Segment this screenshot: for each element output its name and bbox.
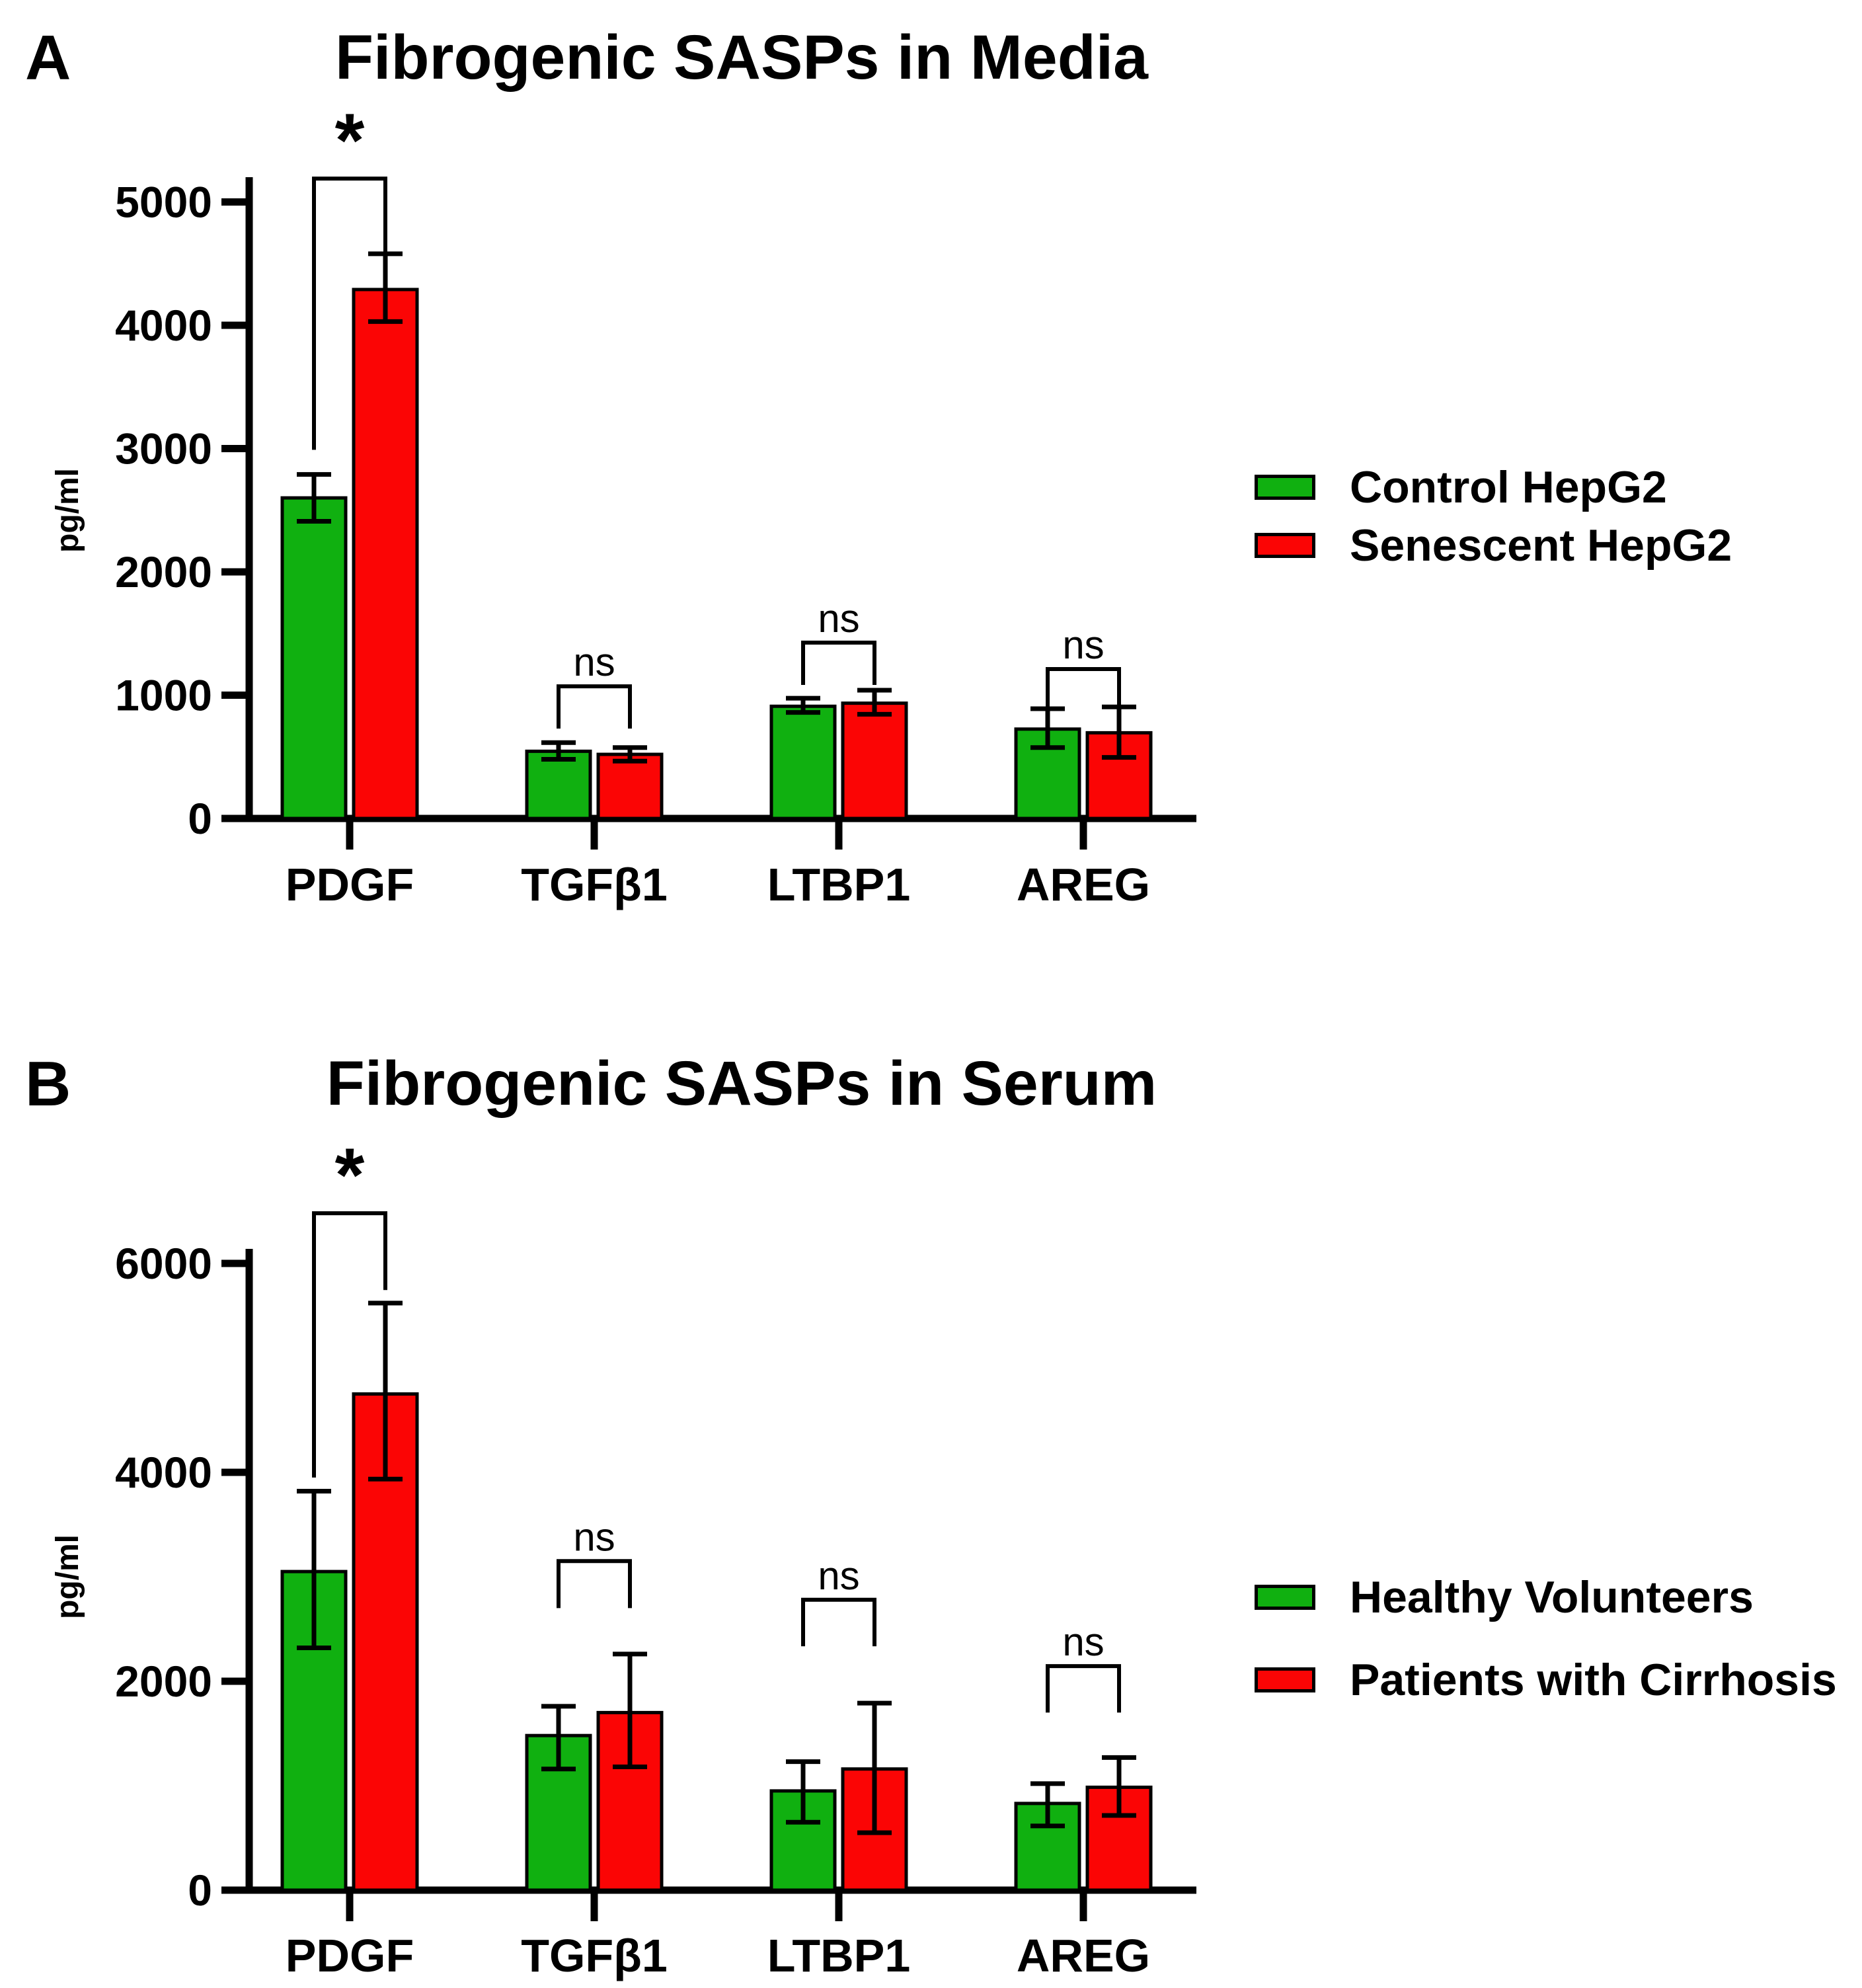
y-tick-label: 0: [188, 1866, 212, 1915]
category-label: PDGF: [286, 859, 414, 910]
bar-pdgf-green: [280, 1570, 348, 1892]
panel-b-title: Fibrogenic SASPs in Serum: [326, 1049, 1157, 1119]
patients-with-cirrhosis-swatch-icon: [1255, 1667, 1315, 1692]
y-tick-label: 4000: [115, 1448, 212, 1497]
significance-bracket: [557, 684, 632, 729]
category-label: PDGF: [286, 1930, 414, 1981]
senescent-hepg2-swatch-icon: [1255, 533, 1315, 558]
legend-item: Senescent HepG2: [1255, 523, 1732, 568]
significance-label: ns: [573, 640, 615, 684]
significance-bracket: [312, 1211, 387, 1478]
category-label: LTBP1: [767, 859, 911, 910]
significance-label: ns: [1062, 623, 1104, 667]
y-tick-label: 0: [188, 794, 212, 843]
bar-tgfβ1-green: [525, 749, 592, 820]
category-label: AREG: [1017, 1930, 1150, 1981]
legend-label: Senescent HepG2: [1350, 520, 1732, 571]
category-label: TGFβ1: [521, 859, 668, 910]
healthy-volunteers-swatch-icon: [1255, 1585, 1315, 1610]
significance-bracket: [557, 1559, 632, 1609]
category-label: LTBP1: [767, 1930, 911, 1981]
y-tick-label: 3000: [115, 424, 212, 473]
significance-label: ns: [818, 596, 859, 641]
legend-item: Patients with Cirrhosis: [1255, 1657, 1837, 1702]
significance-label: ns: [573, 1515, 615, 1559]
panel-a-chart: 0 1000 2000 3000 4000 5000 pg/ml PDGF TGFβ1 LTBP1…: [50, 99, 1196, 910]
bar-tgfβ1-red: [596, 752, 664, 820]
y-tick-label: 6000: [115, 1239, 212, 1288]
control-hepg2-swatch-icon: [1255, 475, 1315, 500]
significance-bracket: [312, 177, 387, 450]
y-tick-label: 4000: [115, 301, 212, 350]
significance-label: *: [335, 99, 365, 183]
bar-ltbp1-green: [769, 704, 837, 820]
bar-areg-green: [1014, 1802, 1081, 1892]
significance-label: *: [335, 1133, 365, 1218]
legend-label: Patients with Cirrhosis: [1350, 1655, 1837, 1705]
category-label: TGFβ1: [521, 1930, 668, 1981]
significance-label: ns: [818, 1554, 859, 1598]
y-axis-title: pg/ml: [50, 1534, 85, 1619]
panel-a-label: A: [25, 22, 71, 93]
bar-pdgf-red: [352, 288, 419, 820]
legend-label: Healthy Volunteers: [1350, 1572, 1754, 1622]
bar-pdgf-green: [280, 496, 348, 820]
y-tick-label: 2000: [115, 547, 212, 596]
significance-label: ns: [1062, 1620, 1104, 1664]
legend-item: Healthy Volunteers: [1255, 1575, 1754, 1620]
category-label: AREG: [1017, 859, 1150, 910]
bar-ltbp1-red: [841, 701, 908, 820]
legend-item: Control HepG2: [1255, 465, 1667, 510]
legend-label: Control HepG2: [1350, 462, 1667, 512]
bar-areg-red: [1085, 1785, 1153, 1892]
significance-bracket: [1046, 666, 1121, 711]
significance-bracket: [801, 641, 876, 686]
y-tick-label: 2000: [115, 1657, 212, 1706]
y-axis-title: pg/ml: [50, 468, 85, 553]
panel-a-title: Fibrogenic SASPs in Media: [335, 22, 1148, 93]
panel-b-label: B: [25, 1049, 71, 1119]
significance-bracket: [801, 1597, 876, 1647]
y-tick-label: 5000: [115, 178, 212, 227]
panel-b-chart: 0 2000 4000 6000 pg/ml PDGF TGFβ1 LTBP1 AREG * ns n…: [50, 1133, 1196, 1981]
significance-bracket: [1046, 1664, 1121, 1713]
y-tick-label: 1000: [115, 671, 212, 720]
